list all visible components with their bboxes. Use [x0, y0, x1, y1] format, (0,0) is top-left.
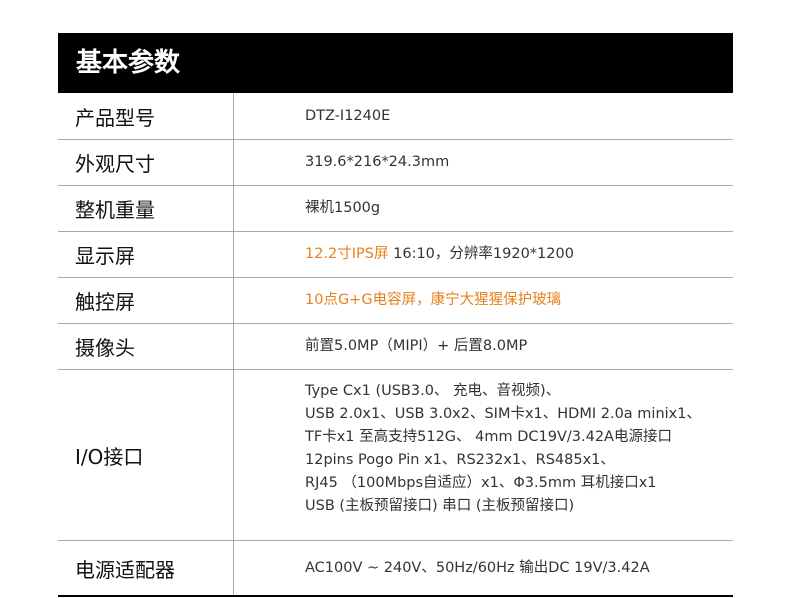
row-label: 电源适配器	[58, 541, 234, 595]
io-line: Type Cx1 (USB3.0、 充电、音视频)、	[305, 383, 561, 399]
row-value: 前置5.0MP（MIPI）+ 后置8.0MP	[305, 338, 528, 354]
table-row: 电源适配器 AC100V ~ 240V、50Hz/60Hz 输出DC 19V/3.…	[58, 541, 733, 597]
table-row: 外观尺寸 319.6*216*24.3mm	[58, 140, 733, 186]
row-label: 触控屏	[58, 278, 234, 323]
row-value: 16:10，分辨率1920*1200	[388, 246, 574, 262]
row-highlight: 12.2寸IPS屏	[305, 246, 389, 262]
row-value: DTZ-I1240E	[305, 107, 391, 124]
row-label: 产品型号	[58, 93, 234, 139]
section-title: 基本参数	[58, 33, 733, 93]
table-row: I/O接口 Type Cx1 (USB3.0、 充电、音视频)、 USB 2.0…	[58, 370, 733, 541]
row-value: 裸机1500g	[305, 200, 381, 216]
io-line: USB 2.0x1、USB 3.0x2、SIM卡x1、HDMI 2.0a min…	[305, 406, 701, 422]
table-row: 摄像头 前置5.0MP（MIPI）+ 后置8.0MP	[58, 324, 733, 370]
table-row: 触控屏 10点G+G电容屏，康宁大猩猩保护玻璃	[58, 278, 733, 324]
row-value: AC100V ~ 240V、50Hz/60Hz 输出DC 19V/3.42A	[305, 559, 650, 576]
row-label: I/O接口	[58, 370, 234, 540]
io-line: RJ45 （100Mbps自适应）x1、Φ3.5mm 耳机接口x1	[305, 475, 657, 491]
row-label: 显示屏	[58, 232, 234, 277]
row-label: 摄像头	[58, 324, 234, 369]
spec-table: 产品型号 DTZ-I1240E 外观尺寸 319.6*216*24.3mm 整机重量…	[58, 93, 733, 597]
row-label: 整机重量	[58, 186, 234, 231]
table-row: 显示屏 12.2寸IPS屏 16:10，分辨率1920*1200	[58, 232, 733, 278]
table-row: 整机重量 裸机1500g	[58, 186, 733, 232]
row-value: 319.6*216*24.3mm	[305, 154, 450, 170]
io-line: USB (主板预留接口) 串口 (主板预留接口)	[305, 498, 575, 514]
io-line: TF卡x1 至高支持512G、 4mm DC19V/3.42A电源接口	[305, 429, 672, 445]
row-highlight: 10点G+G电容屏，康宁大猩猩保护玻璃	[305, 292, 562, 308]
table-row: 产品型号 DTZ-I1240E	[58, 93, 733, 140]
row-label: 外观尺寸	[58, 140, 234, 185]
io-line: 12pins Pogo Pin x1、RS232x1、RS485x1、	[305, 452, 615, 468]
